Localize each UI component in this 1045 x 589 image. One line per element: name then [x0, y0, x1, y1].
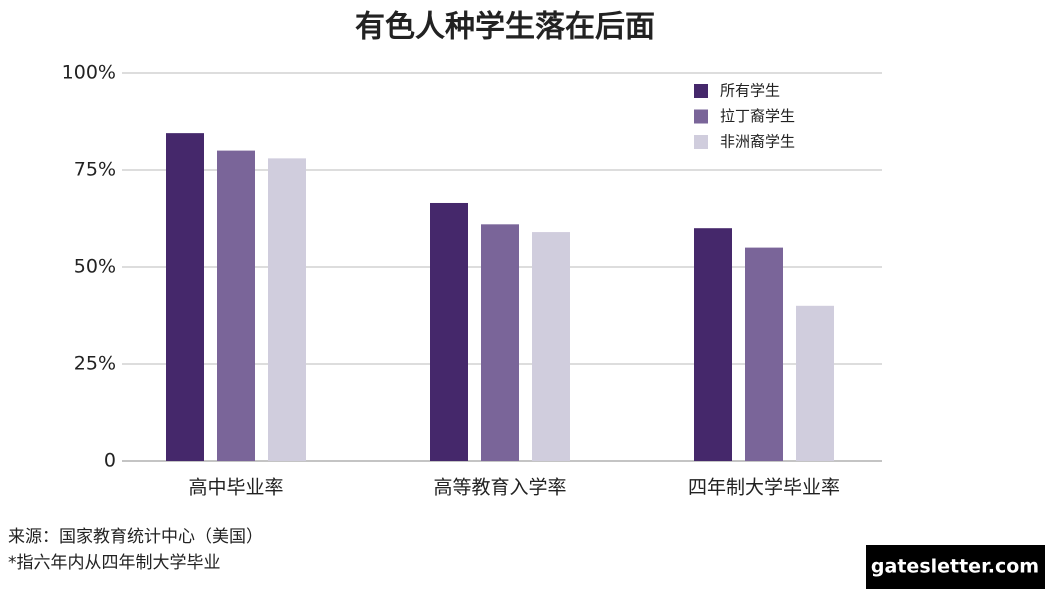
legend-label: 拉丁裔学生 — [720, 107, 795, 125]
x-tick-label: 高中毕业率 — [188, 477, 283, 499]
bar — [217, 150, 255, 461]
bar — [694, 228, 732, 461]
footnote: *指六年内从四年制大学毕业 — [8, 553, 221, 573]
bar — [532, 232, 570, 461]
y-tick-label: 0 — [104, 450, 116, 472]
y-tick-label: 75% — [74, 159, 116, 181]
bar — [166, 133, 204, 461]
legend-swatch — [694, 109, 708, 124]
chart-title: 有色人种学生落在后面 — [355, 10, 655, 45]
legend-label: 所有学生 — [720, 82, 780, 100]
bar — [430, 202, 468, 462]
bar — [796, 305, 834, 461]
bar — [745, 247, 783, 461]
legend-swatch — [694, 84, 708, 98]
legend-swatch — [694, 135, 708, 149]
x-tick-label: 四年制大学毕业率 — [688, 477, 840, 499]
bar — [268, 158, 306, 462]
brand: gatesletter.com — [871, 556, 1039, 578]
legend-label: 非洲裔学生 — [720, 133, 795, 151]
y-tick-label: 25% — [74, 353, 116, 375]
y-tick-label: 50% — [74, 256, 116, 278]
source: 来源：国家教育统计中心（美国） — [8, 527, 263, 547]
bar — [481, 224, 519, 461]
x-tick-label: 高等教育入学率 — [433, 477, 566, 499]
y-tick-label: 100% — [62, 62, 116, 84]
brand-badge — [866, 545, 1045, 589]
